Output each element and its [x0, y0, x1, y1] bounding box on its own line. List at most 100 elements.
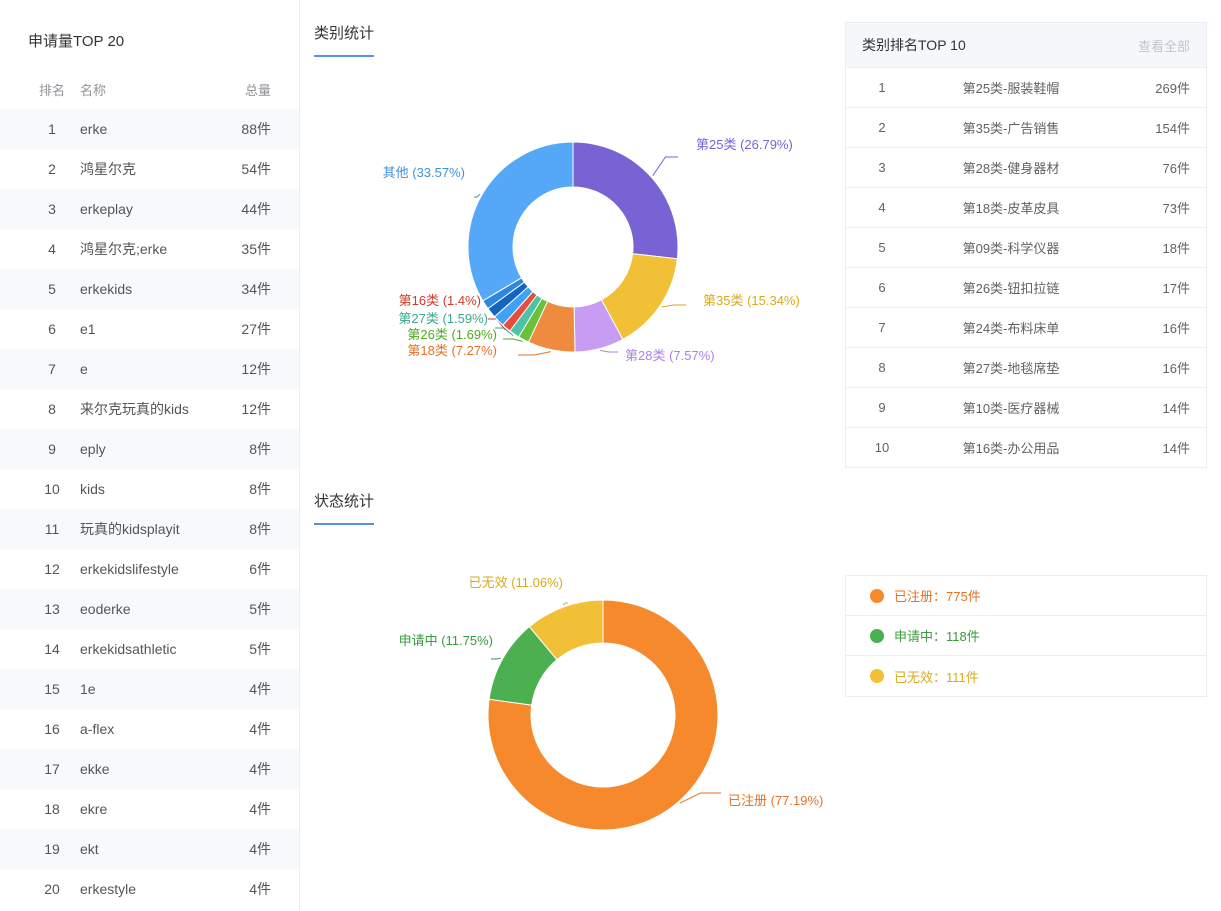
table-row[interactable]: 2第35类-广告销售154件	[846, 107, 1206, 147]
leader-line	[503, 339, 523, 341]
count-cell: 8件	[211, 439, 271, 459]
name-cell: 第09类-科学仪器	[902, 238, 1120, 257]
table-row[interactable]: 8来尔克玩真的kids12件	[0, 389, 299, 429]
donut-slice[interactable]	[573, 142, 678, 259]
table-row[interactable]: 5第09类-科学仪器18件	[846, 227, 1206, 267]
table-row[interactable]: 151e4件	[0, 669, 299, 709]
top20-title: 申请量TOP 20	[0, 0, 299, 69]
legend-dot-icon	[870, 629, 884, 643]
rank-cell: 19	[28, 841, 76, 857]
slice-label: 第28类 (7.57%)	[625, 348, 715, 363]
count-cell: 18件	[1120, 238, 1190, 257]
category-title: 类别统计	[314, 22, 374, 57]
count-cell: 16件	[1120, 358, 1190, 377]
name-cell: erkeplay	[76, 201, 211, 217]
legend-dot-icon	[870, 589, 884, 603]
rank-cell: 1	[862, 80, 902, 95]
count-cell: 14件	[1120, 398, 1190, 417]
table-row[interactable]: 8第27类-地毯席垫16件	[846, 347, 1206, 387]
name-cell: 鸿星尔克;erke	[76, 239, 211, 259]
slice-label: 其他 (33.57%)	[382, 165, 464, 180]
table-row[interactable]: 9第10类-医疗器械14件	[846, 387, 1206, 427]
count-cell: 4件	[211, 759, 271, 779]
count-cell: 4件	[211, 679, 271, 699]
col-count: 总量	[211, 80, 271, 99]
table-row[interactable]: 3第28类-健身器材76件	[846, 147, 1206, 187]
table-row[interactable]: 9eply8件	[0, 429, 299, 469]
rank-cell: 12	[28, 561, 76, 577]
donut-slice[interactable]	[468, 142, 573, 301]
slice-label: 已无效 (11.06%)	[468, 575, 562, 590]
table-row[interactable]: 17ekke4件	[0, 749, 299, 789]
rank-cell: 16	[28, 721, 76, 737]
rank-cell: 7	[862, 320, 902, 335]
table-row[interactable]: 2鸿星尔克54件	[0, 149, 299, 189]
legend-label: 申请中：118件	[894, 626, 980, 645]
slice-label: 第16类 (1.4%)	[398, 293, 480, 308]
count-cell: 269件	[1120, 78, 1190, 97]
table-row[interactable]: 1第25类-服装鞋帽269件	[846, 67, 1206, 107]
name-cell: 第27类-地毯席垫	[902, 358, 1120, 377]
table-row[interactable]: 14erkekidsathletic5件	[0, 629, 299, 669]
rank-cell: 15	[28, 681, 76, 697]
name-cell: kids	[76, 481, 211, 497]
table-row[interactable]: 6第26类-钮扣拉链17件	[846, 267, 1206, 307]
table-row[interactable]: 6e127件	[0, 309, 299, 349]
leader-line	[600, 350, 618, 352]
table-row[interactable]: 12erkekidslifestyle6件	[0, 549, 299, 589]
name-cell: a-flex	[76, 721, 211, 737]
table-row[interactable]: 5erkekids34件	[0, 269, 299, 309]
table-row[interactable]: 18ekre4件	[0, 789, 299, 829]
count-cell: 54件	[211, 159, 271, 179]
rank-cell: 13	[28, 601, 76, 617]
status-legend: 已注册：775件申请中：118件已无效：111件	[845, 575, 1207, 697]
rank-cell: 8	[28, 401, 76, 417]
rank-cell: 9	[28, 441, 76, 457]
rank-cell: 18	[28, 801, 76, 817]
table-row[interactable]: 11玩真的kidsplayit8件	[0, 509, 299, 549]
rank-cell: 1	[28, 121, 76, 137]
count-cell: 4件	[211, 719, 271, 739]
leader-line	[661, 305, 685, 307]
view-all-link[interactable]: 查看全部	[1138, 36, 1190, 55]
legend-item: 申请中：118件	[846, 616, 1206, 656]
name-cell: 玩真的kidsplayit	[76, 519, 211, 539]
table-row[interactable]: 4第18类-皮革皮具73件	[846, 187, 1206, 227]
count-cell: 154件	[1120, 118, 1190, 137]
rank-cell: 2	[28, 161, 76, 177]
category-section: 类别统计 第25类 (26.79%)第35类 (15.34%)第28类 (7.5…	[300, 0, 1221, 468]
name-cell: ekt	[76, 841, 211, 857]
rank-cell: 5	[862, 240, 902, 255]
slice-label: 申请中 (11.75%)	[398, 633, 492, 648]
count-cell: 8件	[211, 519, 271, 539]
name-cell: 第26类-钮扣拉链	[902, 278, 1120, 297]
table-row[interactable]: 7第24类-布料床单16件	[846, 307, 1206, 347]
table-row[interactable]: 10第16类-办公用品14件	[846, 427, 1206, 467]
table-row[interactable]: 1erke88件	[0, 109, 299, 149]
legend-label: 已无效：111件	[894, 667, 979, 686]
rank-cell: 4	[28, 241, 76, 257]
leader-line	[474, 194, 480, 197]
rank-cell: 10	[862, 440, 902, 455]
legend-label: 已注册：775件	[894, 586, 981, 605]
name-cell: 1e	[76, 681, 211, 697]
count-cell: 12件	[211, 359, 271, 379]
rank-cell: 14	[28, 641, 76, 657]
table-row[interactable]: 20erkestyle4件	[0, 869, 299, 909]
table-row[interactable]: 16a-flex4件	[0, 709, 299, 749]
slice-label: 第18类 (7.27%)	[407, 343, 497, 358]
table-row[interactable]: 13eoderke5件	[0, 589, 299, 629]
table-row[interactable]: 3erkeplay44件	[0, 189, 299, 229]
table-row[interactable]: 10kids8件	[0, 469, 299, 509]
rank-cell: 20	[28, 881, 76, 897]
rank-cell: 8	[862, 360, 902, 375]
table-row[interactable]: 19ekt4件	[0, 829, 299, 869]
count-cell: 4件	[211, 879, 271, 899]
table-row[interactable]: 4鸿星尔克;erke35件	[0, 229, 299, 269]
top10-header: 类别排名TOP 10 查看全部	[846, 23, 1206, 67]
rank-cell: 4	[862, 200, 902, 215]
rank-cell: 10	[28, 481, 76, 497]
table-row[interactable]: 7e12件	[0, 349, 299, 389]
top20-header-row: 排名 名称 总量	[0, 69, 299, 109]
rank-cell: 6	[28, 321, 76, 337]
